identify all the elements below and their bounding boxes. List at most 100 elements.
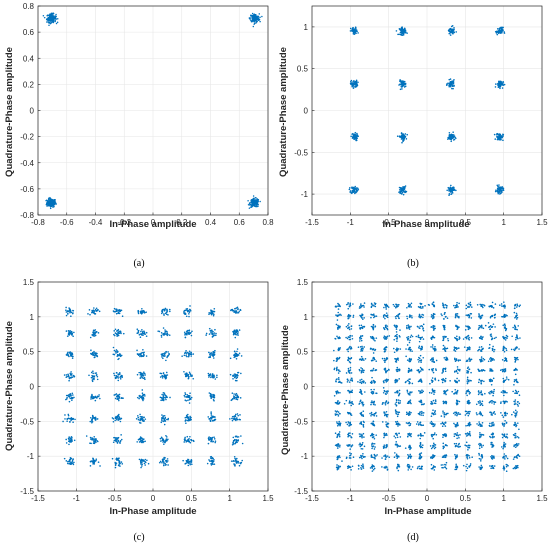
data-point [407,469,410,471]
data-point [337,465,340,467]
data-point [399,400,402,402]
data-point [432,413,435,416]
data-point [349,457,352,459]
data-point [386,357,388,359]
data-point [239,462,242,465]
data-point [188,394,191,397]
data-point [119,355,122,358]
data-point [451,134,454,136]
data-point [213,463,216,465]
data-point [96,352,98,355]
data-point [165,333,167,336]
data-point [352,81,354,83]
data-point [66,310,69,312]
data-point [158,461,161,464]
data-point [50,15,53,17]
data-point [49,15,52,18]
data-point [112,353,115,356]
data-point [385,393,387,396]
data-point [88,374,90,377]
data-point [353,86,355,88]
data-point [72,421,74,424]
data-point [372,379,375,382]
data-point [410,306,413,308]
data-point [237,308,240,310]
data-point [375,360,378,362]
data-point [71,357,74,359]
data-point [373,316,375,319]
data-point [373,338,375,341]
data-point [247,199,249,202]
data-point [66,420,68,422]
data-point [66,335,69,337]
data-point [450,140,453,143]
data-point [360,390,362,392]
data-point [187,377,190,379]
data-point [373,388,375,391]
data-point [335,323,338,326]
data-point [141,376,143,379]
data-point [236,332,239,335]
data-point [115,372,118,374]
data-point [402,189,405,192]
data-point [212,376,215,379]
data-point [499,189,501,191]
data-point [336,455,339,458]
data-point [496,28,499,30]
data-point [409,369,412,372]
data-point [361,443,364,446]
data-point [421,307,424,309]
data-point [47,197,50,200]
data-point [337,466,340,469]
data-point [139,371,142,374]
data-point [248,207,251,209]
data-point [65,442,68,444]
data-point [163,441,166,444]
data-point [120,354,123,357]
data-point [388,335,391,337]
data-point [68,440,71,443]
data-point [337,308,340,310]
y-tick-label: 1.5 [23,278,35,287]
data-point [347,307,350,310]
data-point [236,457,238,460]
data-point [213,307,216,310]
data-point [395,303,398,306]
data-point [432,317,434,319]
data-point [430,326,433,328]
data-point [406,315,408,318]
data-point [402,139,405,142]
data-point [373,412,376,415]
data-point [431,388,434,390]
data-point [452,136,454,138]
data-point [70,315,72,318]
data-point [501,87,504,89]
data-point [397,313,400,316]
data-point [404,447,407,449]
data-point [371,337,374,339]
data-point [67,437,70,440]
data-point [384,326,387,328]
data-point [139,415,142,418]
y-axis-label: Quadrature-Phase amplitude [278,47,289,177]
data-point [364,358,367,360]
data-point [501,186,504,188]
data-point [364,456,366,458]
data-point [429,382,431,385]
data-point [409,339,411,342]
data-point [336,468,339,471]
data-point [236,394,239,396]
data-point [338,305,340,307]
y-tick-label: 0.5 [297,348,309,357]
data-point [372,420,375,423]
data-point [433,360,435,363]
data-point [373,414,376,417]
data-point [406,338,409,340]
data-point [141,439,144,442]
x-tick-label: 0.4 [205,218,217,227]
data-point [256,199,259,201]
data-point [349,366,352,369]
data-point [71,460,74,462]
data-point [409,336,412,338]
data-point [434,345,436,348]
